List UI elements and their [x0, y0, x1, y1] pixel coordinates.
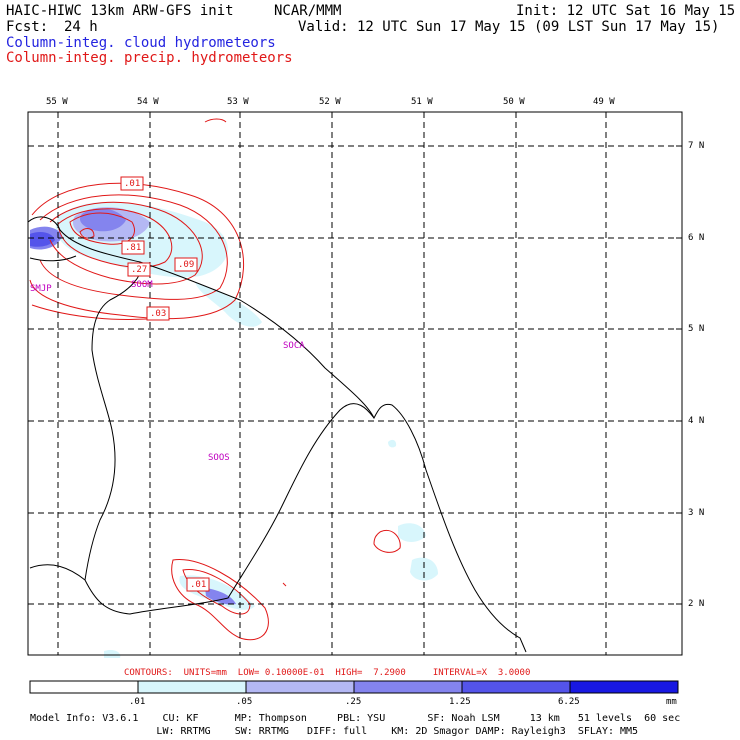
lon-label: 54 W: [137, 97, 159, 107]
colorbar-tick: .05: [236, 697, 253, 707]
contour-label: .09: [178, 260, 195, 270]
contours-info: CONTOURS: UNITS=mm LOW= 0.10000E-01 HIGH…: [124, 668, 531, 678]
lat-label: 5 N: [688, 324, 705, 334]
model-title: HAIC-HIWC 13km ARW-GFS init: [6, 3, 234, 19]
contour-label: .81: [125, 243, 142, 253]
colorbar-tick: .01: [129, 697, 146, 707]
valid-time: Valid: 12 UTC Sun 17 May 15 (09 LST Sun …: [298, 19, 720, 35]
contour-label: .01: [190, 580, 207, 590]
lon-label: 50 W: [503, 97, 525, 107]
lon-label: 49 W: [593, 97, 615, 107]
contour-label: .03: [150, 309, 167, 319]
contour-label-boxes: [120, 176, 210, 592]
station-label: SOOS: [208, 453, 230, 463]
contour-label: .27: [131, 265, 148, 275]
init-time: Init: 12 UTC Sat 16 May 15: [516, 3, 736, 19]
colorbar-tick: 6.25: [558, 697, 580, 707]
lon-label: 51 W: [411, 97, 433, 107]
field-precip-label: Column-integ. precip. hydrometeors: [6, 50, 293, 66]
graticule-layer: [28, 112, 682, 655]
station-label: SOCA: [283, 341, 305, 351]
colorbar-tick: 1.25: [449, 697, 471, 707]
map-frame: [27, 111, 683, 656]
colorbar-bar: [29, 680, 679, 694]
lat-label: 7 N: [688, 141, 705, 151]
lat-label: 2 N: [688, 599, 705, 609]
cloud-fill-layer: [30, 201, 438, 658]
lon-label: 53 W: [227, 97, 249, 107]
org-label: NCAR/MMM: [274, 3, 342, 19]
station-label: SMJP: [30, 284, 52, 294]
coastline-layer: [27, 216, 527, 653]
colorbar-tick: .25: [345, 697, 362, 707]
field-cloud-label: Column-integ. cloud hydrometeors: [6, 35, 276, 51]
colorbar-unit: mm: [666, 697, 677, 707]
model-info-line2: LW: RRTMG SW: RRTMG DIFF: full KM: 2D Sm…: [30, 726, 639, 737]
lat-label: 6 N: [688, 233, 705, 243]
station-label: SOOM: [131, 280, 153, 290]
contour-label: .01: [124, 179, 141, 189]
lat-label: 4 N: [688, 416, 705, 426]
lon-label: 52 W: [319, 97, 341, 107]
precip-contour-layer: [29, 118, 401, 641]
lat-label: 3 N: [688, 508, 705, 518]
lon-label: 55 W: [46, 97, 68, 107]
forecast-label: Fcst:: [6, 19, 49, 35]
model-info-line1: Model Info: V3.6.1 CU: KF MP: Thompson P…: [30, 713, 681, 724]
forecast-value: 24 h: [64, 19, 98, 35]
